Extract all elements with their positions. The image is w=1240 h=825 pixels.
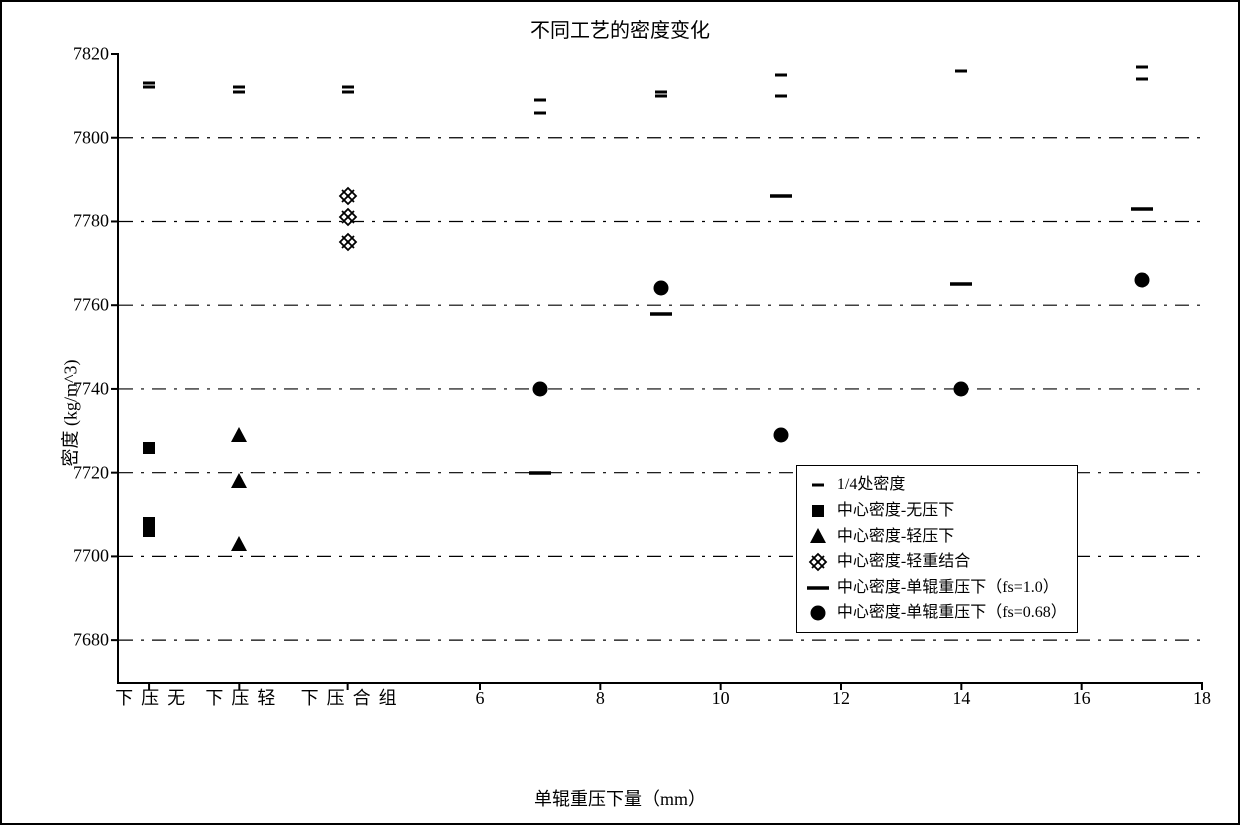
x-category-label: 组合压下 (296, 688, 400, 708)
x-category-label: 轻压下 (200, 688, 278, 708)
data-point (228, 81, 250, 103)
data-point (228, 470, 250, 492)
data-point (228, 424, 250, 446)
x-tick-label: 16 (1073, 688, 1091, 709)
data-point (950, 273, 972, 295)
legend-marker-icon (807, 579, 829, 597)
y-tick-label: 7740 (73, 378, 109, 399)
y-tick-label: 7780 (73, 211, 109, 232)
y-tick-label: 7820 (73, 44, 109, 65)
legend-item: 1/4处密度 (807, 472, 1067, 498)
y-axis-label: 密度 (kg/m^3) (56, 359, 82, 466)
chart-frame: 不同工艺的密度变化 密度 (kg/m^3) 768077007720774077… (0, 0, 1240, 825)
y-tick-label: 7680 (73, 630, 109, 651)
data-point (770, 424, 792, 446)
data-point (950, 378, 972, 400)
legend-label: 中心密度-无压下 (837, 498, 954, 524)
data-point (529, 378, 551, 400)
data-point (650, 85, 672, 107)
legend-item: 中心密度-单辊重压下（fs=0.68） (807, 600, 1067, 626)
x-category-label: 无压下 (110, 688, 188, 708)
legend-item: 中心密度-无压下 (807, 498, 1067, 524)
legend-marker-icon (807, 502, 829, 520)
legend-marker-icon (807, 604, 829, 622)
x-tick-label: 10 (712, 688, 730, 709)
x-tick-label: 14 (952, 688, 970, 709)
legend-item: 中心密度-轻压下 (807, 524, 1067, 550)
legend-item: 中心密度-轻重结合 (807, 549, 1067, 575)
data-point (650, 303, 672, 325)
data-point (650, 277, 672, 299)
legend-marker-icon (807, 553, 829, 571)
legend-item: 中心密度-单辊重压下（fs=1.0） (807, 575, 1067, 601)
plot-area: 7680770077207740776077807800782068101214… (117, 54, 1202, 684)
data-point (529, 462, 551, 484)
x-tick-label: 8 (596, 688, 605, 709)
legend-marker-icon (807, 527, 829, 545)
x-tick-label: 6 (476, 688, 485, 709)
data-point (529, 102, 551, 124)
legend-marker-icon (807, 476, 829, 494)
x-axis-label: 单辊重压下量（mm） (2, 785, 1238, 811)
data-point (337, 231, 359, 253)
legend-label: 中心密度-单辊重压下（fs=0.68） (837, 600, 1067, 626)
data-point (770, 64, 792, 86)
legend-label: 1/4处密度 (837, 472, 905, 498)
x-tick-label: 12 (832, 688, 850, 709)
data-point (337, 206, 359, 228)
legend-label: 中心密度-轻重结合 (837, 549, 970, 575)
data-point (228, 533, 250, 555)
data-point (770, 85, 792, 107)
data-point (770, 185, 792, 207)
legend-label: 中心密度-单辊重压下（fs=1.0） (837, 575, 1059, 601)
y-tick-label: 7700 (73, 546, 109, 567)
legend: 1/4处密度中心密度-无压下中心密度-轻压下中心密度-轻重结合中心密度-单辊重压… (796, 465, 1078, 633)
data-point (1131, 68, 1153, 90)
y-tick-label: 7800 (73, 127, 109, 148)
data-point (138, 76, 160, 98)
data-point (138, 520, 160, 542)
x-tick-label: 18 (1193, 688, 1211, 709)
chart-title: 不同工艺的密度变化 (2, 14, 1238, 43)
data-point (1131, 269, 1153, 291)
data-point (337, 81, 359, 103)
y-tick-label: 7760 (73, 295, 109, 316)
data-point (337, 185, 359, 207)
data-point (1131, 198, 1153, 220)
y-tick-label: 7720 (73, 462, 109, 483)
data-point (950, 60, 972, 82)
legend-label: 中心密度-轻压下 (837, 524, 954, 550)
data-point (138, 437, 160, 459)
